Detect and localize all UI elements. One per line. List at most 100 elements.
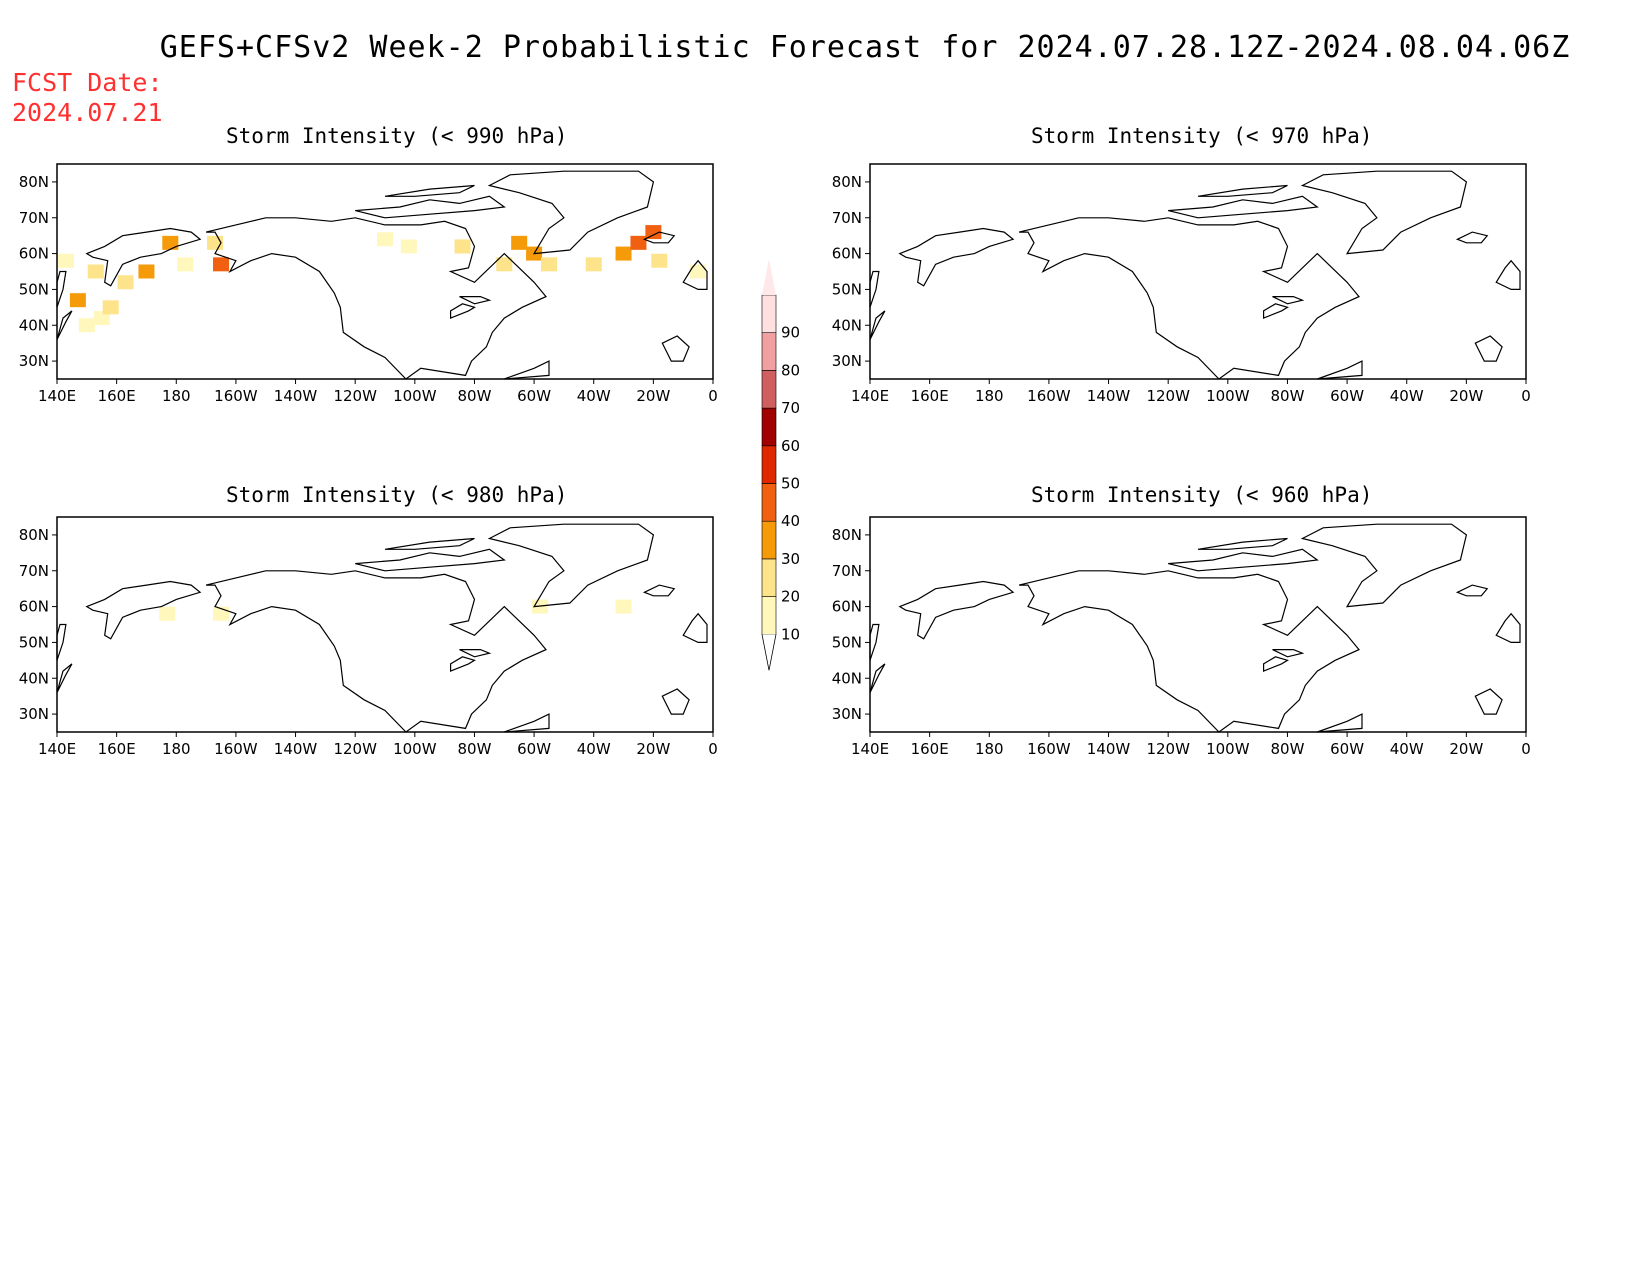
chart-title: GEFS+CFSv2 Week-2 Probabilistic Forecast…: [159, 30, 1571, 65]
lon-tick-label: 180: [162, 740, 191, 758]
lat-tick-label: 80N: [832, 173, 862, 191]
lat-tick-label: 80N: [19, 526, 49, 544]
panel-title-970: Storm Intensity (< 970 hPa): [1031, 124, 1373, 148]
coastline: [682, 612, 708, 643]
coastline: [1317, 360, 1363, 380]
lat-tick-label: 70N: [19, 209, 49, 227]
colorbar-segment: [761, 483, 777, 522]
lon-tick-label: 120W: [333, 387, 377, 405]
coastline: [205, 570, 547, 733]
lon-tick-label: 20W: [636, 740, 670, 758]
map-panel-990: 140E 160E 180 160W 140W 120W 100W 80W 60W 40W 20W 0…: [19, 163, 718, 405]
coastline: [1317, 713, 1363, 733]
lat-tick-label: 40N: [19, 316, 49, 334]
coastline: [459, 296, 492, 305]
colorbar-tick-label: 30: [781, 550, 800, 568]
colorbar-tick-label: 70: [781, 399, 800, 417]
colorbar-segment: [761, 445, 777, 484]
coastline: [487, 170, 655, 255]
lon-tick-label: 160W: [1027, 740, 1071, 758]
panel-title-990: Storm Intensity (< 990 hPa): [226, 124, 568, 148]
lat-tick-label: 70N: [19, 562, 49, 580]
coastline: [682, 259, 708, 290]
lon-tick-label: 180: [162, 387, 191, 405]
colorbar-segment: [761, 370, 777, 409]
lon-tick-label: 60W: [1330, 740, 1364, 758]
lon-tick-label: 140W: [274, 387, 318, 405]
colorbar-high-triangle: [762, 259, 776, 295]
lat-tick-label: 30N: [19, 705, 49, 723]
coastline: [355, 548, 506, 572]
coastline: [1455, 584, 1489, 597]
coastline: [1455, 231, 1489, 244]
lon-tick-label: 40W: [577, 740, 611, 758]
probability-cell: [511, 235, 528, 250]
colorbar-tick-label: 50: [781, 475, 800, 493]
lon-tick-label: 0: [1521, 740, 1531, 758]
colorbar-segment: [761, 596, 777, 635]
coastline: [384, 537, 475, 550]
lon-tick-label: 140W: [274, 740, 318, 758]
lon-tick-label: 40W: [1390, 740, 1424, 758]
coastline: [1197, 537, 1288, 550]
lon-tick-label: 20W: [1449, 387, 1483, 405]
lon-tick-label: 160W: [214, 740, 258, 758]
map-background: [57, 164, 713, 379]
lon-tick-label: 120W: [333, 740, 377, 758]
colorbar-tick-label: 60: [781, 437, 800, 455]
lat-tick-label: 40N: [832, 316, 862, 334]
panel-title-960: Storm Intensity (< 960 hPa): [1031, 483, 1373, 507]
probability-cell: [159, 606, 176, 621]
panel-title-980: Storm Intensity (< 980 hPa): [226, 483, 568, 507]
colorbar-segment: [761, 294, 777, 334]
lon-tick-label: 40W: [577, 387, 611, 405]
coastline: [205, 217, 547, 380]
lon-tick-label: 140E: [851, 740, 889, 758]
lon-tick-label: 100W: [393, 740, 437, 758]
forecast-date: FCST Date: 2024.07.21: [12, 68, 163, 128]
coastline: [450, 303, 476, 319]
probability-cell: [690, 264, 707, 279]
coastline: [1474, 335, 1503, 362]
colorbar-tick-label: 10: [781, 625, 800, 643]
coastline: [450, 656, 476, 672]
map-background: [870, 517, 1526, 732]
probability-cell: [377, 232, 393, 247]
probability-cell: [177, 257, 194, 272]
lat-tick-label: 30N: [19, 352, 49, 370]
colorbar-segment: [761, 332, 777, 371]
lon-tick-label: 120W: [1146, 387, 1190, 405]
lon-tick-label: 160E: [98, 740, 136, 758]
lon-tick-label: 140E: [38, 387, 76, 405]
lon-tick-label: 40W: [1390, 387, 1424, 405]
probability-cell: [651, 253, 668, 268]
coastline: [56, 310, 73, 340]
colorbar-tick-label: 90: [781, 324, 800, 342]
coastline: [642, 231, 676, 244]
coastline: [1168, 548, 1319, 572]
coastline: [504, 360, 550, 380]
probability-cell: [117, 275, 134, 290]
lat-tick-label: 60N: [19, 245, 49, 263]
probability-cell: [102, 300, 119, 315]
colorbar-tick-label: 40: [781, 512, 800, 530]
probability-cell: [78, 318, 95, 333]
lat-tick-label: 60N: [832, 598, 862, 616]
lat-tick-label: 50N: [832, 633, 862, 651]
coastline: [1197, 184, 1288, 197]
coastline: [384, 184, 475, 197]
coastline: [642, 584, 676, 597]
lon-tick-label: 80W: [457, 387, 491, 405]
map-frame: [869, 516, 1527, 733]
coastline: [487, 523, 655, 608]
coastline: [1474, 688, 1503, 715]
lat-tick-label: 60N: [832, 245, 862, 263]
lon-tick-label: 160E: [911, 740, 949, 758]
coastline: [1272, 296, 1305, 305]
lon-tick-label: 120W: [1146, 740, 1190, 758]
probability-cell: [615, 246, 632, 261]
coastline: [85, 227, 202, 287]
coastline: [1495, 259, 1521, 290]
coastline: [459, 649, 492, 658]
colorbar-segment: [761, 558, 777, 597]
